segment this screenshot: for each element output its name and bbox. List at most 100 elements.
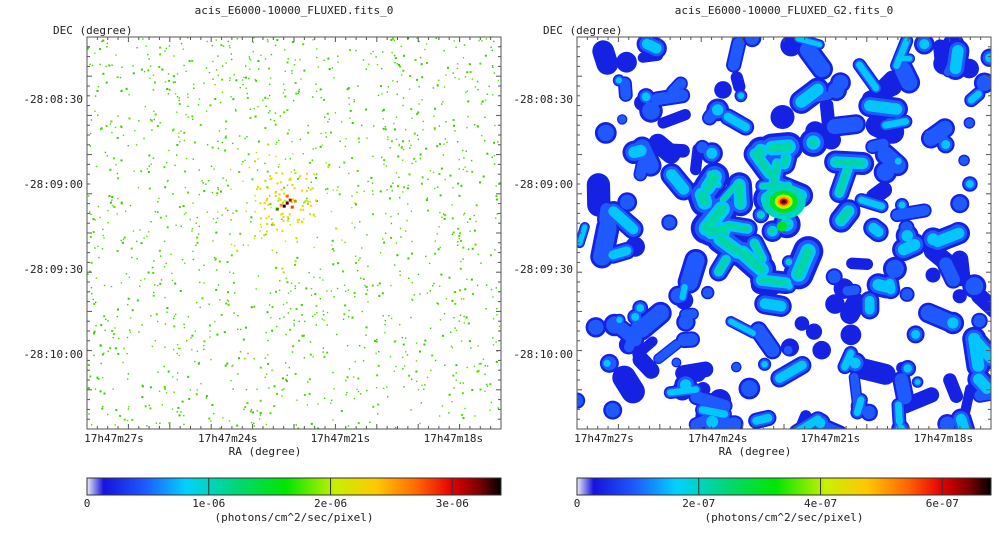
event-pixel [349, 109, 352, 112]
event-pixel [105, 125, 108, 127]
event-pixel [107, 320, 109, 322]
chart-title: acis_E6000-10000_FLUXED_G2.fits_0 [675, 4, 894, 17]
event-pixel [105, 81, 108, 84]
event-pixel [126, 352, 128, 355]
event-pixel [402, 368, 404, 370]
event-pixel [221, 141, 224, 144]
event-pixel [158, 66, 161, 68]
event-pixel [163, 385, 166, 388]
event-pixel [413, 294, 415, 296]
event-pixel [159, 46, 162, 49]
event-pixel [312, 356, 314, 358]
event-pixel [458, 289, 461, 292]
event-pixel [146, 168, 149, 170]
event-pixel [173, 315, 175, 317]
event-pixel [363, 190, 365, 193]
event-pixel [459, 232, 462, 235]
event-pixel [497, 79, 500, 82]
event-pixel [158, 197, 160, 199]
event-pixel [205, 395, 208, 398]
event-pixel [492, 66, 494, 68]
event-pixel [482, 358, 485, 360]
event-pixel [375, 387, 378, 389]
event-pixel [440, 273, 443, 276]
smoothed-blob [680, 309, 698, 320]
smoothed-blob [657, 109, 691, 129]
event-pixel [493, 155, 496, 157]
event-pixel [485, 38, 487, 40]
smoothed-blob [715, 256, 729, 275]
event-pixel [276, 141, 278, 143]
smoothed-blob [757, 147, 765, 155]
event-pixel [267, 354, 269, 356]
event-pixel [303, 357, 306, 359]
event-pixel [305, 199, 308, 202]
event-pixel [400, 236, 402, 238]
event-pixel [244, 357, 246, 360]
event-pixel [158, 390, 161, 392]
event-pixel [420, 402, 422, 404]
smoothed-blob [758, 212, 764, 218]
event-pixel [402, 343, 405, 346]
event-pixel [475, 204, 478, 207]
event-pixel [121, 241, 124, 244]
event-pixel [167, 73, 170, 75]
event-pixel [232, 142, 234, 145]
smoothed-blob [706, 147, 718, 159]
event-pixel [215, 69, 218, 71]
event-pixel [136, 299, 139, 302]
event-pixel [494, 249, 496, 251]
event-pixel [259, 366, 262, 369]
smoothed-blob [882, 118, 910, 129]
smoothed-blob [758, 277, 789, 286]
event-pixel [164, 50, 166, 52]
event-pixel [296, 221, 299, 224]
event-pixel [116, 172, 119, 175]
event-pixel [356, 191, 358, 193]
event-pixel [337, 55, 339, 57]
event-pixel [178, 99, 180, 102]
event-pixel [184, 170, 187, 173]
event-pixel [293, 169, 296, 171]
event-pixel [491, 156, 493, 158]
event-pixel [315, 305, 318, 307]
event-pixel [393, 340, 396, 343]
event-pixel [460, 260, 462, 263]
event-pixel [419, 56, 422, 59]
smoothed-blob [654, 340, 681, 363]
event-pixel [245, 76, 247, 79]
event-pixel [271, 329, 274, 332]
event-pixel [211, 403, 214, 406]
event-pixel [291, 184, 294, 186]
event-pixel [246, 202, 248, 204]
smoothed-blob [795, 37, 823, 48]
event-pixel [291, 351, 294, 353]
event-pixel [415, 160, 417, 163]
event-pixel [341, 121, 343, 123]
event-pixel [236, 249, 239, 252]
event-pixel [315, 147, 317, 149]
event-pixel [454, 327, 456, 329]
event-pixel [172, 128, 175, 131]
event-pixel [101, 353, 104, 356]
event-pixel [212, 218, 214, 220]
event-pixel [199, 281, 201, 284]
smoothed-blob [690, 391, 731, 412]
event-pixel [481, 134, 483, 137]
event-pixel [460, 340, 463, 342]
event-pixel [458, 320, 460, 322]
event-pixel [402, 69, 405, 72]
event-pixel [185, 70, 187, 72]
event-pixel [465, 91, 467, 93]
event-pixel [254, 211, 256, 213]
smoothed-blob [724, 232, 728, 237]
event-pixel [279, 198, 282, 201]
event-pixel [114, 327, 116, 329]
event-pixel [176, 344, 179, 346]
event-pixel [307, 381, 309, 383]
event-pixel [463, 322, 465, 324]
event-pixel [357, 377, 360, 380]
event-pixel [285, 362, 287, 364]
event-pixel [159, 122, 161, 124]
event-pixel [219, 299, 221, 301]
